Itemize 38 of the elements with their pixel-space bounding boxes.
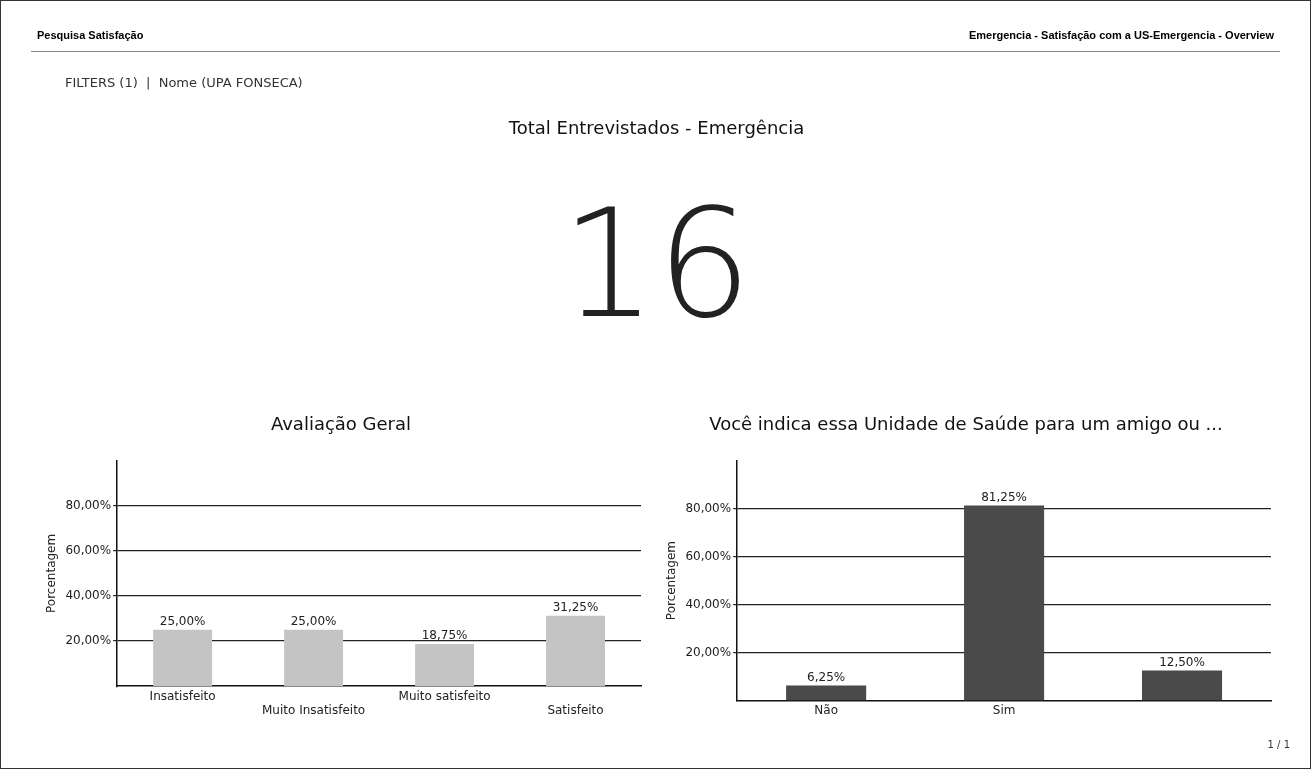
data-label: 6,25% [807,669,846,684]
bar [546,615,605,687]
bar [964,505,1045,701]
y-axis-title: Porcentagem [44,533,59,613]
data-label: 12,50% [1159,654,1205,669]
bar [786,685,867,701]
y-axis-title: Porcentagem [664,541,679,621]
x-tick-label: Satisfeito [547,702,604,717]
text: Total Entrevistados - Emergência [507,117,806,138]
data-label: 25,00% [159,613,206,628]
chart-title: Você indica essa Unidade de Saúde para um amigo ou ... [709,413,1223,435]
y-tick-label: 60,00% [65,542,112,557]
data-label: 25,00% [290,613,337,628]
x-tick-label: Não [814,702,838,717]
x-tick-label: Sim [992,702,1016,717]
x-tick-label: Muito Insatisfeito [262,702,366,717]
data-label: 18,75% [421,628,468,643]
y-tick-label: 40,00% [65,588,112,603]
data-label: 31,25% [552,599,599,614]
chart-title: Avaliação Geral [270,413,412,435]
bar [284,629,344,687]
x-tick-label: Insatisfeito [149,688,216,703]
y-tick-label: 40,00% [685,596,732,611]
y-tick-label: 80,00% [685,500,732,515]
bar [415,643,475,687]
y-tick-label: 80,00% [65,497,112,512]
y-tick-label: 60,00% [685,548,732,563]
text: 16 [560,177,753,351]
y-tick-label: 20,00% [65,633,112,648]
x-tick-label: Muito satisfeito [398,688,491,703]
bar [1141,670,1223,701]
data-label: 81,25% [981,489,1027,504]
text: Pesquisa Satisfação [37,29,144,41]
text: FILTERS (1) | Nome (UPA FONSECA) [65,75,303,90]
text: 1 / 1 [1267,739,1290,750]
text: Emergencia - Satisfação com a US-Emergencia - Overview [968,29,1274,41]
bar [153,629,213,687]
y-tick-label: 20,00% [685,644,732,659]
